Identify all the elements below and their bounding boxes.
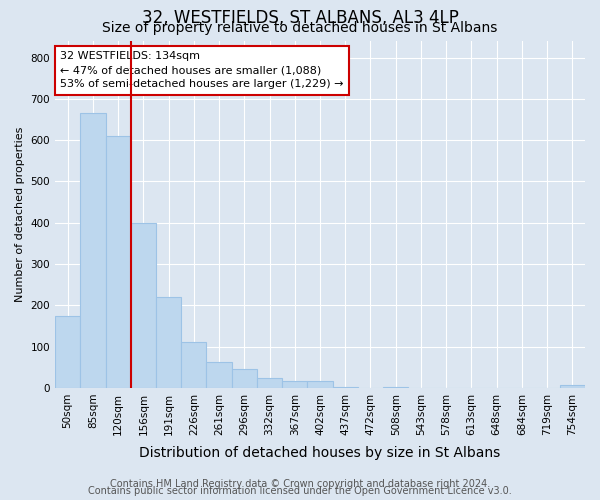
Bar xyxy=(106,136,131,388)
Text: Size of property relative to detached houses in St Albans: Size of property relative to detached ho… xyxy=(103,21,497,35)
Bar xyxy=(332,386,358,388)
Bar xyxy=(80,114,106,388)
Bar xyxy=(560,385,585,388)
Bar xyxy=(232,369,257,388)
Text: 32, WESTFIELDS, ST ALBANS, AL3 4LP: 32, WESTFIELDS, ST ALBANS, AL3 4LP xyxy=(142,9,458,27)
Y-axis label: Number of detached properties: Number of detached properties xyxy=(15,127,25,302)
Bar xyxy=(131,222,156,388)
Bar xyxy=(181,342,206,388)
Bar xyxy=(156,297,181,388)
Bar xyxy=(282,382,307,388)
Bar xyxy=(55,316,80,388)
Bar xyxy=(257,378,282,388)
Text: Contains public sector information licensed under the Open Government Licence v3: Contains public sector information licen… xyxy=(88,486,512,496)
Bar xyxy=(383,386,409,388)
Text: 32 WESTFIELDS: 134sqm
← 47% of detached houses are smaller (1,088)
53% of semi-d: 32 WESTFIELDS: 134sqm ← 47% of detached … xyxy=(61,52,344,90)
X-axis label: Distribution of detached houses by size in St Albans: Distribution of detached houses by size … xyxy=(139,446,500,460)
Bar xyxy=(307,382,332,388)
Text: Contains HM Land Registry data © Crown copyright and database right 2024.: Contains HM Land Registry data © Crown c… xyxy=(110,479,490,489)
Bar xyxy=(206,362,232,388)
